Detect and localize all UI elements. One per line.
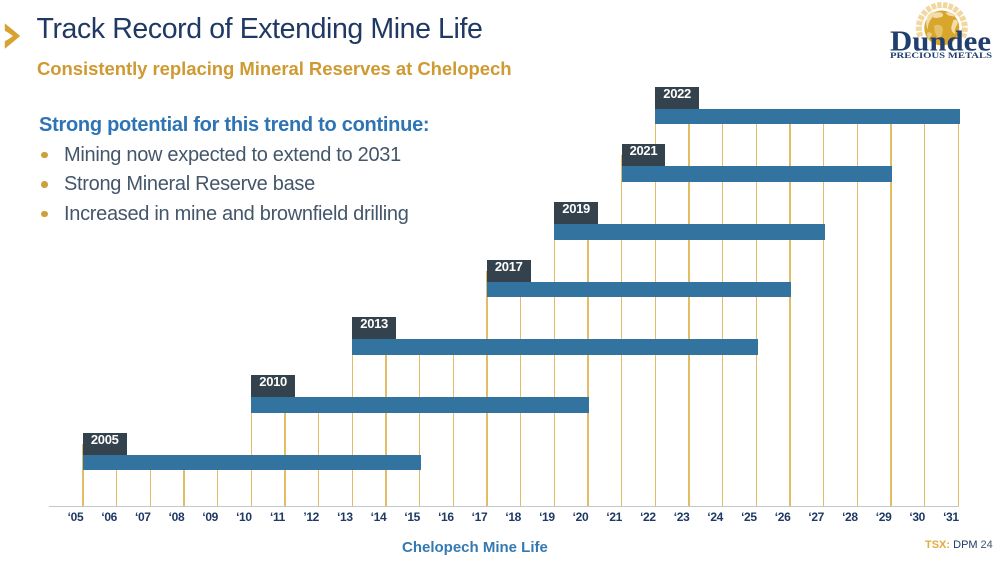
svg-text:Dundee: Dundee	[890, 26, 991, 58]
svg-text:PRECIOUS METALS: PRECIOUS METALS	[890, 51, 993, 60]
